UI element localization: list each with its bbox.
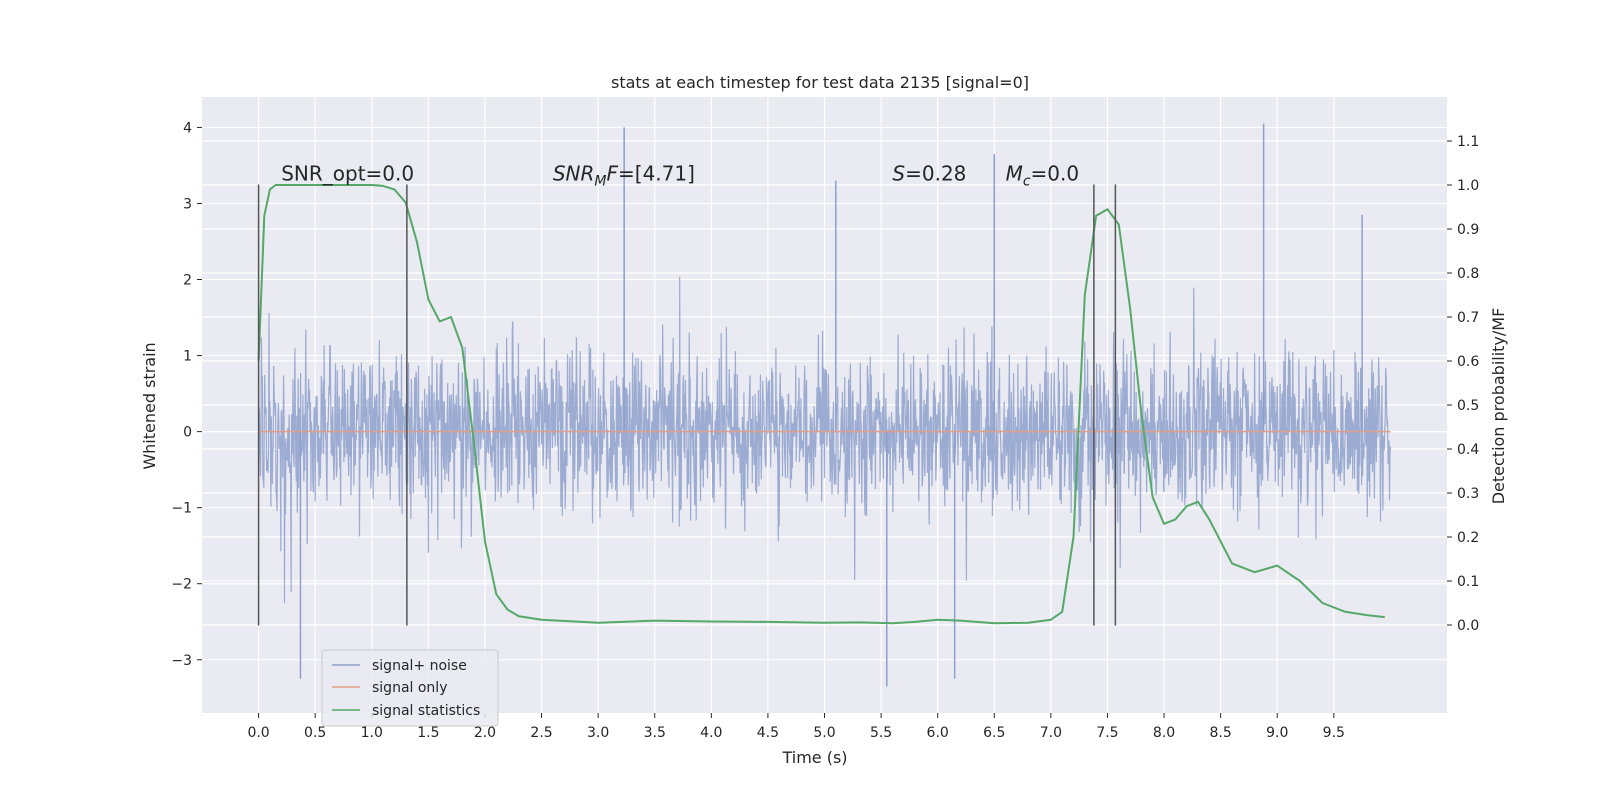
- yr-tick-label-4: 0.7: [1457, 310, 1479, 326]
- x-tick-label-7: 3.5: [644, 725, 666, 741]
- annotation-mc: Mc=0.0: [1006, 162, 1080, 190]
- x-tick-label-12: 6.0: [927, 725, 949, 741]
- annotation-s-stat: S=0.28: [892, 162, 966, 186]
- x-tick-label-16: 8.0: [1153, 725, 1175, 741]
- legend-label-signal: signal only: [372, 680, 447, 696]
- x-tick-label-10: 5.0: [813, 725, 835, 741]
- signal-statistics-series: [257, 184, 1385, 625]
- yl-tick-label-6: −2: [171, 577, 192, 593]
- y-axis-label-left: Whitened strain: [140, 342, 159, 469]
- yl-tick-label-5: −1: [171, 501, 192, 517]
- x-tick-label-0: 0.0: [247, 725, 269, 741]
- legend-box: [321, 649, 499, 727]
- x-axis-label: Time (s): [781, 748, 847, 767]
- chart-title: stats at each timestep for test data 213…: [611, 73, 1029, 92]
- x-tick-label-18: 9.0: [1266, 725, 1288, 741]
- legend: signal+ noise signal only signal statist…: [321, 649, 499, 727]
- yr-tick-label-3: 0.8: [1457, 266, 1479, 282]
- x-tick-label-11: 5.5: [870, 725, 892, 741]
- marker-lines: [257, 184, 1117, 626]
- legend-label-noise: signal+ noise: [372, 658, 467, 674]
- x-tick-label-17: 8.5: [1210, 725, 1232, 741]
- x-tick-label-6: 3.0: [587, 725, 609, 741]
- yl-tick-label-4: 0: [183, 425, 192, 441]
- legend-label-stats: signal statistics: [372, 703, 480, 719]
- x-tick-label-8: 4.0: [700, 725, 722, 741]
- yr-tick-label-0: 1.1: [1457, 134, 1479, 150]
- yr-tick-label-8: 0.3: [1457, 486, 1479, 502]
- x-tick-label-9: 4.5: [757, 725, 779, 741]
- yl-tick-label-2: 2: [183, 273, 192, 289]
- x-tick-label-4: 2.0: [474, 725, 496, 741]
- annotation-snr-mf: SNRMF=[4.71]: [553, 162, 695, 190]
- yl-tick-label-7: −3: [171, 653, 192, 669]
- yr-tick-label-6: 0.5: [1457, 398, 1479, 414]
- yr-tick-label-7: 0.4: [1457, 442, 1479, 458]
- annotations: SNR_opt=0.0 SNRMF=[4.71] S=0.28 Mc=0.0: [281, 162, 1079, 190]
- annotation-snr-opt: SNR_opt=0.0: [281, 162, 414, 186]
- signal-noise-series: [258, 123, 1391, 687]
- x-tick-label-14: 7.0: [1040, 725, 1062, 741]
- noise-trace: [258, 276, 1391, 604]
- x-tick-label-19: 9.5: [1323, 725, 1345, 741]
- x-tick-label-3: 1.5: [417, 725, 439, 741]
- yr-tick-label-2: 0.9: [1457, 222, 1479, 238]
- x-tick-label-13: 6.5: [983, 725, 1005, 741]
- yr-tick-label-1: 1.0: [1457, 178, 1479, 194]
- yr-tick-label-9: 0.2: [1457, 530, 1479, 546]
- yl-tick-label-0: 4: [183, 120, 192, 136]
- yl-tick-label-3: 1: [183, 349, 192, 365]
- x-tick-label-5: 2.5: [530, 725, 552, 741]
- yl-tick-label-1: 3: [183, 196, 192, 212]
- axis-ticks: 0.0 0.5 1.0 1.5 2.0 2.5 3.0 3.5 4.0 4.5 5.0 5.5 6.0 6…: [171, 120, 1479, 741]
- x-tick-label-2: 1.0: [361, 725, 383, 741]
- yr-tick-label-5: 0.6: [1457, 354, 1479, 370]
- y-axis-label-right: Detection probability/MF: [1489, 308, 1508, 505]
- yr-tick-label-10: 0.1: [1457, 574, 1479, 590]
- x-tick-label-15: 7.5: [1096, 725, 1118, 741]
- yr-tick-label-11: 0.0: [1457, 618, 1479, 634]
- x-tick-label-1: 0.5: [304, 725, 326, 741]
- statistics-curve: [257, 184, 1385, 625]
